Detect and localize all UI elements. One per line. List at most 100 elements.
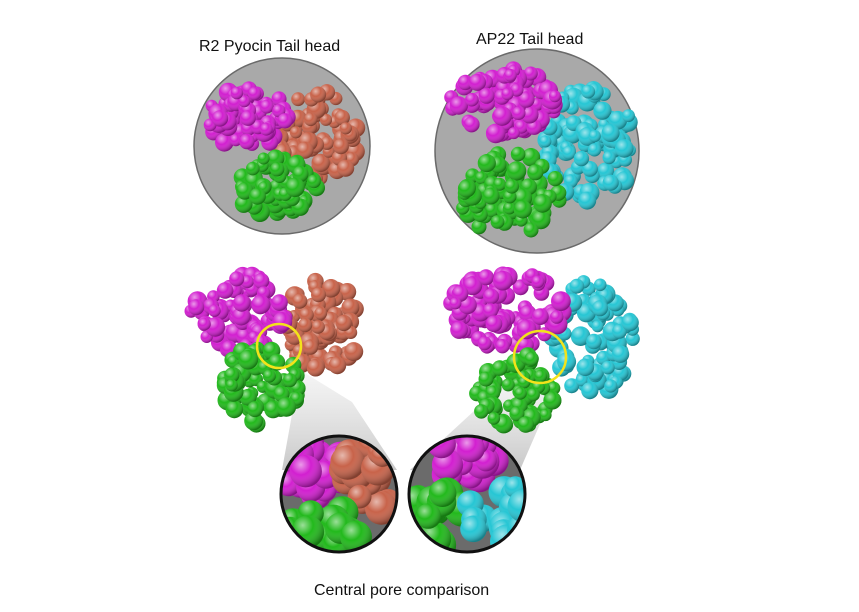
cyan-chain-atom-shade	[575, 373, 589, 387]
cyan-chain-atom-shade	[578, 191, 597, 210]
cyan-chain-atom-shade	[622, 109, 635, 123]
green-chain-atom-shade	[474, 404, 489, 419]
cyan-chain-atom-shade	[570, 326, 591, 347]
green-chain-atom-shade	[510, 146, 526, 162]
salmon-chain-atom-shade	[341, 298, 360, 317]
r2-side-view	[184, 266, 364, 433]
magenta-chain-atom-shade	[232, 307, 251, 326]
salmon-chain-atom-shade	[314, 306, 328, 320]
ap22-top-view	[444, 61, 638, 238]
green-chain-atom-shade	[285, 177, 305, 198]
salmon-chain-atom-shade	[321, 279, 341, 298]
green-chain-atom-shade	[428, 479, 457, 508]
cyan-chain-atom-shade	[582, 161, 598, 177]
magenta-chain-atom-shade	[478, 87, 495, 104]
cyan-chain-atom-shade	[593, 101, 612, 120]
cyan-chain-atom-shade	[615, 139, 634, 158]
magenta-chain-atom-shade	[463, 116, 480, 133]
green-chain-atom-shade	[471, 219, 487, 235]
green-chain-atom-shade	[234, 195, 253, 213]
salmon-chain-atom-shade	[344, 342, 364, 362]
cyan-chain-atom-shade	[569, 278, 585, 294]
green-chain-atom-shade	[269, 162, 285, 177]
salmon-chain-atom-shade	[333, 138, 349, 155]
cyan-chain-atom-shade	[573, 150, 590, 167]
cyan-chain-atom-shade	[539, 135, 552, 148]
magenta-chain-atom-shade	[198, 317, 211, 331]
cyan-chain-atom-shade	[601, 360, 615, 375]
salmon-chain-atom-shade	[302, 339, 319, 355]
green-chain-atom-shade	[257, 152, 270, 165]
green-chain-atom-shade	[534, 369, 548, 383]
salmon-chain-atom-shade	[319, 113, 333, 126]
magenta-chain-atom-shade	[247, 86, 262, 101]
green-chain-atom-shade	[491, 360, 508, 376]
green-chain-atom-shade	[490, 215, 505, 229]
green-chain-atom-shade	[506, 161, 527, 181]
magenta-chain-atom-shade	[483, 288, 500, 305]
salmon-chain-atom-shade	[335, 314, 352, 332]
cyan-chain-atom-shade	[588, 130, 601, 143]
green-chain-atom-shade	[531, 210, 551, 230]
magenta-chain-atom-shade	[516, 319, 537, 340]
magenta-chain-atom-shade	[208, 304, 221, 317]
green-chain-atom-shade	[477, 154, 496, 173]
cyan-chain-atom-shade	[490, 524, 524, 552]
green-chain-atom-shade	[504, 179, 519, 194]
magenta-chain-atom-shade	[277, 113, 293, 129]
green-chain-atom-shade	[249, 187, 266, 205]
green-chain-atom-shade	[523, 222, 539, 238]
salmon-chain-atom-shade	[337, 159, 355, 177]
green-chain-atom-shade	[283, 373, 297, 388]
green-chain-atom-shade	[521, 148, 541, 167]
green-chain-atom-shade	[307, 174, 321, 189]
green-chain-atom-shade	[239, 388, 257, 406]
magenta-chain-atom-shade	[253, 272, 270, 289]
green-chain-atom-shade	[484, 202, 500, 218]
magenta-chain-atom-shade	[271, 294, 288, 311]
magenta-chain-atom-shade	[259, 99, 274, 114]
magenta-chain-atom-shade	[238, 95, 251, 108]
magenta-chain-atom-shade	[239, 133, 255, 150]
cyan-chain-atom-shade	[593, 278, 607, 292]
magenta-chain-atom-shade	[289, 455, 322, 488]
magenta-chain-atom-shade	[507, 127, 520, 140]
salmon-chain-atom-shade	[310, 86, 327, 103]
magenta-chain-atom-shade	[233, 294, 251, 312]
salmon-chain-atom-shade	[306, 358, 325, 377]
salmon-chain-atom-shade	[311, 153, 330, 173]
green-chain-atom-shade	[513, 200, 532, 219]
salmon-chain-atom-shade	[311, 287, 326, 303]
magenta-chain-atom-shade	[188, 299, 205, 316]
cyan-chain-atom-shade	[562, 145, 576, 160]
cyan-chain-atom-shade	[602, 151, 616, 165]
r2-pore-zoom-border	[279, 434, 399, 554]
magenta-chain-atom-shade	[457, 74, 474, 91]
salmon-chain-atom-shade	[291, 92, 305, 107]
r2-pore-highlight-ring	[255, 322, 303, 370]
cyan-chain-atom-shade	[592, 300, 608, 317]
salmon-chain-atom-shade	[311, 320, 325, 334]
cyan-chain-atom-shade	[581, 382, 599, 400]
magenta-chain-atom-shade	[485, 123, 506, 144]
green-chain-atom-shade	[501, 378, 515, 392]
magenta-chain-atom-shade	[230, 86, 244, 100]
green-chain-atom-shade	[415, 503, 441, 529]
magenta-chain-atom-shade	[450, 321, 468, 339]
salmon-chain-atom-shade	[298, 318, 313, 333]
magenta-chain-atom-shade	[495, 339, 510, 354]
magenta-chain-atom-shade	[478, 269, 494, 286]
green-chain-atom-shade	[478, 371, 494, 387]
r2-top-view	[203, 81, 366, 223]
salmon-chain-atom-shade	[339, 122, 352, 135]
magenta-chain-atom-shade	[482, 303, 498, 319]
green-chain-atom-shade	[526, 388, 540, 402]
magenta-chain-atom-shade	[449, 297, 462, 310]
green-chain-atom-shade	[236, 182, 254, 200]
cyan-chain-atom-shade	[460, 515, 487, 543]
green-chain-atom-shade	[546, 381, 561, 395]
salmon-chain-atom-shade	[328, 356, 347, 375]
magenta-chain-atom-shade	[251, 294, 271, 315]
green-chain-atom-shade	[533, 194, 552, 213]
